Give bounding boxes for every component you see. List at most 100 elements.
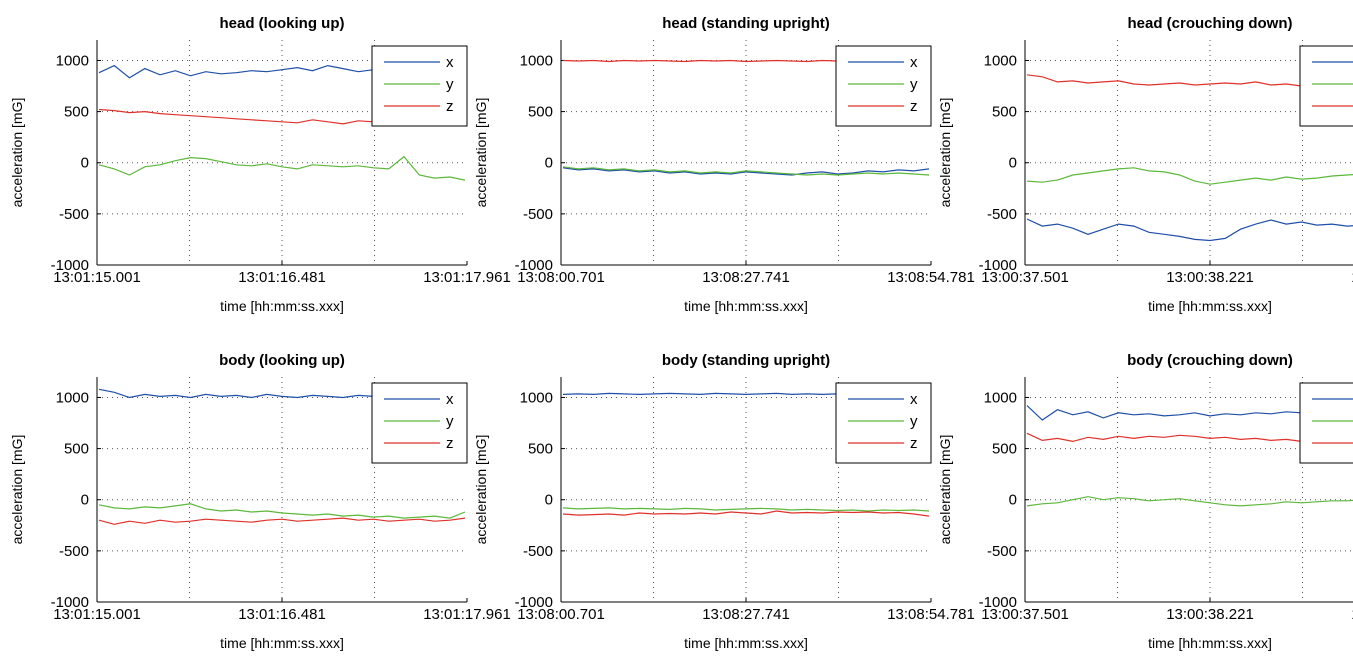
legend-label-y: y [446,76,454,93]
legend-box [1299,382,1353,464]
series-line-z [562,510,930,517]
y-tick-label: 0 [545,155,553,172]
plot-title: head (looking up) [220,15,345,32]
legend-label-z: z [446,98,454,115]
x-tick-label: 13:00:38.221 [1166,269,1254,286]
subplot-0: head (looking up) -1000 -500 0 500 1000 13:01:… [9,15,511,314]
y-tick-label: 0 [81,492,89,509]
plot-title: head (standing upright) [662,15,829,32]
legend-box [835,45,932,127]
legend-box [835,382,932,464]
y-axis-label: acceleration [mG] [9,435,25,545]
y-tick-label: 1000 [984,389,1017,406]
x-axis-label: time [hh:mm:ss.xxx] [220,298,344,314]
y-tick-label: -500 [523,206,553,223]
y-tick-label: 1000 [520,52,553,69]
legend-label-z: z [910,435,918,452]
y-tick-label: 1000 [56,52,89,69]
legend-label-x: x [446,391,454,408]
x-axis-label: time [hh:mm:ss.xxx] [1148,298,1272,314]
series-line-z [98,517,466,525]
y-tick-label: 1000 [984,52,1017,69]
x-tick-label: 13:00:37.501 [981,269,1069,286]
x-tick-label: 13:01:17.961 [423,269,511,286]
legend-box [371,45,468,127]
x-axis-label: time [hh:mm:ss.xxx] [1148,635,1272,651]
y-tick-label: 500 [528,441,553,458]
y-tick-label: -1000 [515,594,553,611]
plot-title: body (looking up) [219,352,345,369]
legend-box [1299,45,1353,127]
x-tick-label: 13:08:00.701 [517,606,605,623]
y-tick-label: 500 [992,104,1017,121]
y-axis-label: acceleration [mG] [473,435,489,545]
y-tick-label: -1000 [51,594,89,611]
y-tick-label: 0 [545,492,553,509]
y-tick-label: -500 [59,543,89,560]
y-tick-label: -500 [523,543,553,560]
legend-label-x: x [910,54,918,71]
legend-label-y: y [910,413,918,430]
legend-label-z: z [446,435,454,452]
y-tick-label: 500 [992,441,1017,458]
plot-title: body (crouching down) [1127,352,1293,369]
y-tick-label: 1000 [56,389,89,406]
y-tick-label: -500 [987,206,1017,223]
x-tick-label: 13:01:15.001 [53,606,141,623]
y-tick-label: 500 [64,104,89,121]
subplot-5: body (crouching down) -1000 -500 0 500 1000 13… [937,352,1353,651]
x-tick-label: 13:08:27.741 [702,269,790,286]
series-line-y [562,507,930,512]
series-line-x [562,167,930,176]
x-tick-label: 13:01:17.961 [423,606,511,623]
legend-box [371,382,468,464]
y-tick-label: 1000 [520,389,553,406]
plot-title: head (crouching down) [1128,15,1293,32]
x-axis-label: time [hh:mm:ss.xxx] [684,635,808,651]
subplot-1: head (standing upright) -1000 -500 0 500 1000… [473,15,975,314]
subplot-2: head (crouching down) -1000 -500 0 500 1000 13… [937,15,1353,314]
legend-label-x: x [446,54,454,71]
x-tick-label: 13:08:27.741 [702,606,790,623]
y-tick-label: 0 [1009,155,1017,172]
plot-title: body (standing upright) [662,352,830,369]
subplot-3: body (looking up) -1000 -500 0 500 1000 13:01:… [9,352,511,651]
x-tick-label: 13:01:16.481 [238,269,326,286]
x-tick-label: 13:00:38.221 [1166,606,1254,623]
x-tick-label: 13:00:38.941 [1351,269,1353,286]
y-tick-label: -1000 [979,257,1017,274]
legend-label-x: x [910,391,918,408]
series-line-y [562,166,930,176]
y-axis-label: acceleration [mG] [473,98,489,208]
y-tick-label: 500 [528,104,553,121]
x-tick-label: 13:01:16.481 [238,606,326,623]
x-axis-label: time [hh:mm:ss.xxx] [684,298,808,314]
y-axis-label: acceleration [mG] [9,98,25,208]
series-line-y [98,155,466,181]
legend-label-y: y [446,413,454,430]
y-tick-label: -1000 [515,257,553,274]
series-line-x [1026,218,1353,242]
subplot-4: body (standing upright) -1000 -500 0 500 1000… [473,352,975,651]
y-tick-label: -1000 [51,257,89,274]
series-line-y [98,503,466,519]
legend-label-y: y [910,76,918,93]
x-tick-label: 13:01:15.001 [53,269,141,286]
y-tick-label: -1000 [979,594,1017,611]
x-tick-label: 13:00:37.501 [981,606,1069,623]
y-tick-label: -500 [987,543,1017,560]
y-tick-label: 0 [81,155,89,172]
x-tick-label: 13:08:54.781 [887,606,975,623]
y-tick-label: 0 [1009,492,1017,509]
series-line-y [1026,167,1353,185]
x-tick-label: 13:08:54.781 [887,269,975,286]
legend-label-z: z [910,98,918,115]
y-axis-label: acceleration [mG] [937,98,953,208]
x-tick-label: 13:08:00.701 [517,269,605,286]
series-line-y [1026,496,1353,507]
y-tick-label: -500 [59,206,89,223]
y-axis-label: acceleration [mG] [937,435,953,545]
x-tick-label: 13:00:38.941 [1351,606,1353,623]
x-axis-label: time [hh:mm:ss.xxx] [220,635,344,651]
